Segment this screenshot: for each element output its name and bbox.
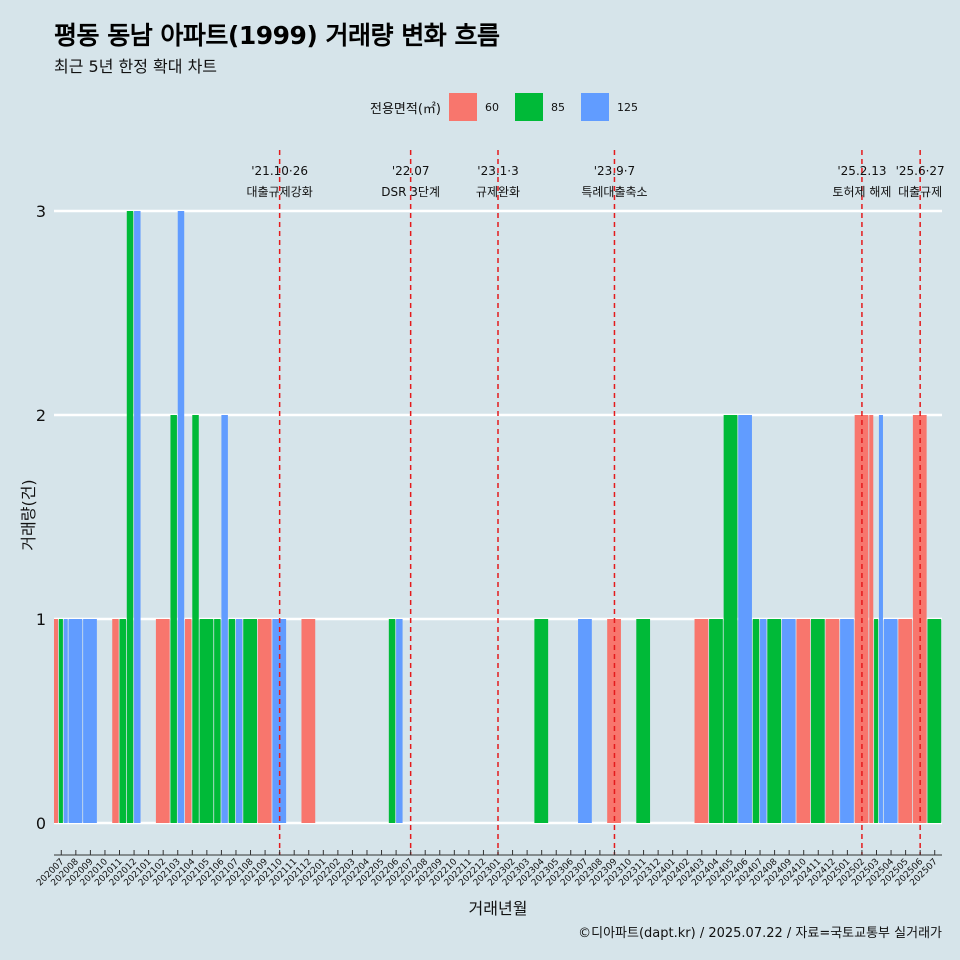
bar-202412-60 (825, 619, 840, 823)
y-ticks: 0 1 2 3 (36, 202, 46, 833)
bar-202407-85 (752, 619, 760, 823)
bar-202112-60 (301, 619, 316, 823)
bar-202406-125 (738, 415, 752, 823)
bar-202105-85 (199, 619, 214, 823)
bar-202503-85 (874, 619, 879, 823)
bars (54, 211, 942, 823)
bar-202106-125 (221, 415, 228, 823)
bar-202011-60 (112, 619, 119, 823)
x-ticks: 2020072020082020092020102020112020122021… (35, 850, 942, 888)
bar-202109-60 (257, 619, 272, 823)
y-axis-label: 거래량(건) (19, 479, 38, 550)
bar-202206-125 (396, 619, 403, 823)
bar-202405-85 (723, 415, 738, 823)
event-desc-label: DSR 3단계 (381, 185, 440, 199)
bar-202012-85 (126, 211, 134, 823)
bar-202307-125 (578, 619, 592, 823)
legend-swatch-85 (514, 93, 543, 121)
legend-item-85: 85 (514, 93, 575, 121)
bar-202011-85 (119, 619, 126, 823)
bar-202108-85 (243, 619, 258, 823)
bar-202403-60 (694, 619, 709, 823)
bar-202103-85 (170, 415, 177, 823)
bar-202007-85 (58, 619, 63, 823)
event-desc-label: 대출규제강화 (247, 185, 313, 199)
bar-202505-60 (898, 619, 913, 823)
event-desc-label: 대출규제 (898, 185, 942, 199)
bar-202407-125 (760, 619, 767, 823)
bar-202107-125 (235, 619, 243, 823)
legend-item-60: 60 (448, 93, 509, 121)
legend-label-60: 60 (484, 100, 499, 114)
legend-label-125: 125 (616, 100, 638, 114)
bar-202409-125 (781, 619, 796, 823)
bar-202304-85 (534, 619, 549, 823)
legend: 전용면적(㎡) 60 85 125 (370, 92, 654, 122)
bar-202206-85 (388, 619, 396, 823)
bar-202008-125 (68, 619, 83, 823)
x-axis-label: 거래년월 (469, 899, 528, 918)
source-caption: ©디아파트(dapt.kr) / 2025.07.22 / 자료=국토교통부 실… (578, 926, 942, 941)
event-desc-label: 토허제 해제 (832, 185, 891, 199)
bar-202503-125 (878, 415, 883, 823)
event-date-label: '21.10·26 (251, 164, 308, 178)
bar-202102-60 (155, 619, 170, 823)
event-date-label: '23.1·3 (477, 164, 518, 178)
legend-title: 전용면적(㎡) (370, 101, 441, 117)
event-date-label: '23.9·7 (594, 164, 635, 178)
bar-202103-125 (177, 211, 185, 823)
event-lines: '21.10·26 대출규제강화 '22.07 DSR 3단계 '23.1·3 규제완화 '… (247, 150, 945, 855)
bar-202007-125 (63, 619, 68, 823)
bar-202404-85 (709, 619, 723, 823)
event-date-label: '25.2.13 (837, 164, 886, 178)
bar-202012-125 (134, 211, 141, 823)
event-date-label: '22.07 (392, 164, 430, 178)
bar-202104-60 (185, 619, 192, 823)
y-tick-label-3: 3 (36, 202, 46, 221)
bar-202503-60 (869, 415, 874, 823)
bar-202410-60 (796, 619, 811, 823)
bar-202501-125 (840, 619, 854, 823)
bar-202311-85 (636, 619, 651, 823)
bar-202007-60 (54, 619, 59, 823)
bar-202107-85 (228, 619, 236, 823)
y-tick-label-1: 1 (36, 610, 46, 629)
event-desc-label: 규제완화 (476, 185, 520, 199)
bar-202411-85 (810, 619, 825, 823)
legend-swatch-60 (448, 93, 477, 121)
bar-202106-85 (214, 619, 221, 823)
chart-title: 평동 동남 아파트(1999) 거래량 변화 흐름 (54, 21, 500, 50)
legend-item-125: 125 (580, 93, 648, 121)
bar-202507-85 (927, 619, 942, 823)
y-tick-label-0: 0 (36, 814, 46, 833)
bar-202504-125 (883, 619, 898, 823)
bar-202408-85 (767, 619, 782, 823)
y-tick-label-2: 2 (36, 406, 46, 425)
chart-subtitle: 최근 5년 한정 확대 차트 (54, 57, 218, 76)
legend-swatch-125 (580, 93, 609, 121)
event-date-label: '25.6·27 (896, 164, 945, 178)
bar-202009-125 (83, 619, 97, 823)
legend-label-85: 85 (550, 100, 565, 114)
event-desc-label: 특례대출축소 (581, 185, 647, 199)
bar-202104-85 (192, 415, 199, 823)
